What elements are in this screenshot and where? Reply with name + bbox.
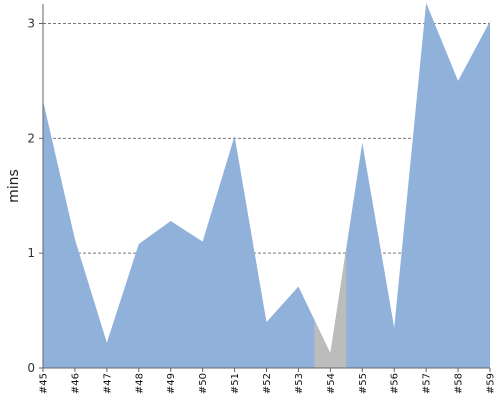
x-tick-label-48: #48 [134,373,145,394]
highlight-band-54 [314,4,347,368]
x-tick-label-53: #53 [294,373,305,394]
x-tick-label-56: #56 [390,373,401,394]
x-tick-label-46: #46 [70,373,81,394]
x-tick-label-54: #54 [326,373,337,394]
x-tick-label-52: #52 [262,373,273,394]
x-tick-label-51: #51 [230,373,241,394]
y-tick-label-1: 1 [27,246,35,260]
y-tick-labels: 0 1 2 3 [27,17,43,375]
x-tick-label-59: #59 [486,373,497,394]
x-tick-label-58: #58 [454,373,465,394]
x-tick-label-47: #47 [102,373,113,394]
x-tick-label-45: #45 [39,373,50,394]
area-fill [43,2,490,369]
x-tick-label-55: #55 [358,373,369,394]
y-tick-label-3: 3 [27,17,35,31]
y-tick-label-2: 2 [27,131,35,145]
x-tick-label-50: #50 [198,373,209,394]
x-tick-labels: #45 #46 #47 #48 #49 #50 #51 #52 #53 #54 #55 #56 #57 #… [39,368,497,394]
x-tick-label-49: #49 [166,373,177,394]
y-axis-label: mins [6,169,22,203]
area-series [42,2,491,369]
y-tick-label-0: 0 [27,361,35,375]
x-tick-label-57: #57 [422,373,433,394]
